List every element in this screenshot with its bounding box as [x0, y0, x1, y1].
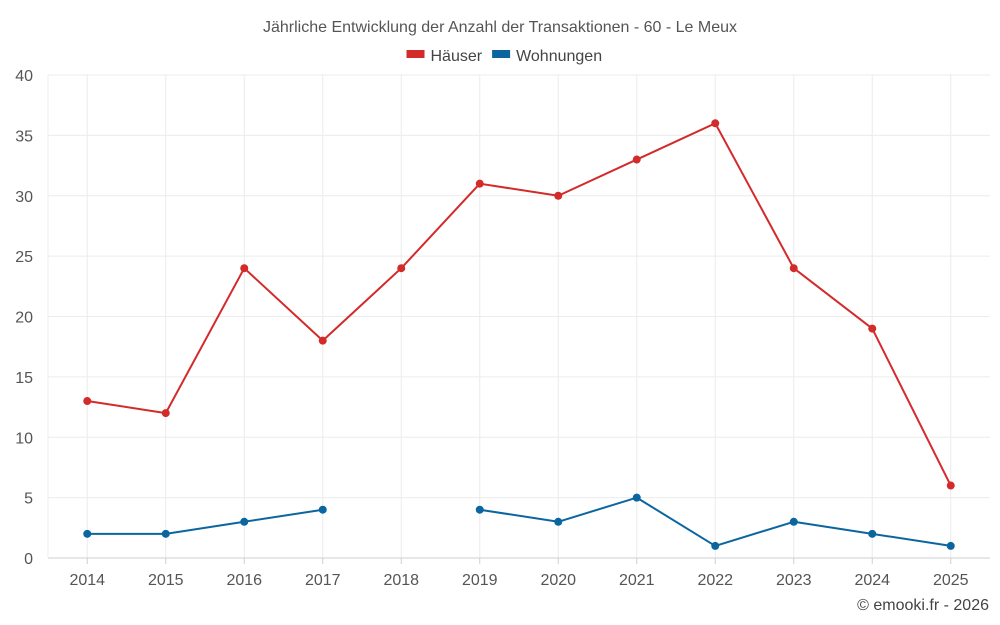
series-1 — [83, 493, 955, 550]
data-point — [318, 336, 327, 345]
data-point — [632, 155, 641, 164]
legend: Häuser Wohnungen — [406, 48, 602, 65]
grid — [48, 74, 990, 558]
data-point — [240, 264, 249, 273]
x-tick-label: 2020 — [540, 572, 576, 589]
y-tick-label: 15 — [15, 370, 33, 387]
x-tick-label: 2018 — [383, 572, 419, 589]
chart-title: Jährliche Entwicklung der Anzahl der Tra… — [263, 19, 737, 36]
x-tick-label: 2024 — [854, 572, 890, 589]
data-point — [83, 529, 92, 538]
data-point — [711, 119, 720, 128]
y-tick-label: 10 — [15, 430, 33, 447]
legend-label: Wohnungen — [516, 48, 602, 65]
y-tick-label: 40 — [15, 68, 33, 85]
data-point — [240, 517, 249, 526]
y-tick-label: 20 — [15, 310, 33, 327]
data-point — [554, 191, 563, 200]
series-line — [87, 122, 952, 486]
y-tick-label: 25 — [15, 249, 33, 266]
legend-item: Wohnungen — [492, 48, 602, 65]
series-0 — [83, 119, 955, 490]
data-point — [868, 529, 877, 538]
data-point — [946, 481, 955, 490]
x-tick-label: 2019 — [462, 572, 498, 589]
x-tick-label: 2017 — [305, 572, 341, 589]
x-tick-label: 2025 — [933, 572, 969, 589]
x-tick-label: 2023 — [776, 572, 812, 589]
x-tick-label: 2022 — [697, 572, 733, 589]
data-point — [789, 264, 798, 273]
y-tick-label: 35 — [15, 128, 33, 145]
x-tick-label: 2016 — [226, 572, 262, 589]
data-point — [554, 517, 563, 526]
x-tick-label: 2015 — [148, 572, 184, 589]
legend-swatch — [406, 50, 425, 58]
legend-item: Häuser — [406, 48, 483, 65]
data-point — [475, 179, 484, 188]
legend-swatch — [492, 50, 511, 58]
legend-label: Häuser — [431, 48, 483, 65]
series-line — [87, 496, 951, 547]
data-point — [789, 517, 798, 526]
data-point — [83, 397, 92, 406]
series-layer — [83, 119, 955, 550]
credit-text: © emooki.fr - 2026 — [857, 597, 989, 614]
data-point — [946, 541, 955, 550]
data-point — [161, 409, 170, 418]
y-tick-label: 30 — [15, 189, 33, 206]
x-tick-label: 2014 — [69, 572, 105, 589]
data-point — [161, 529, 170, 538]
data-point — [475, 505, 484, 514]
data-point — [397, 264, 406, 273]
data-point — [318, 505, 327, 514]
data-point — [711, 541, 720, 550]
x-tick-label: 2021 — [619, 572, 655, 589]
y-tick-label: 5 — [24, 491, 33, 508]
y-tick-label: 0 — [24, 551, 33, 568]
data-point — [632, 493, 641, 502]
data-point — [868, 324, 877, 333]
